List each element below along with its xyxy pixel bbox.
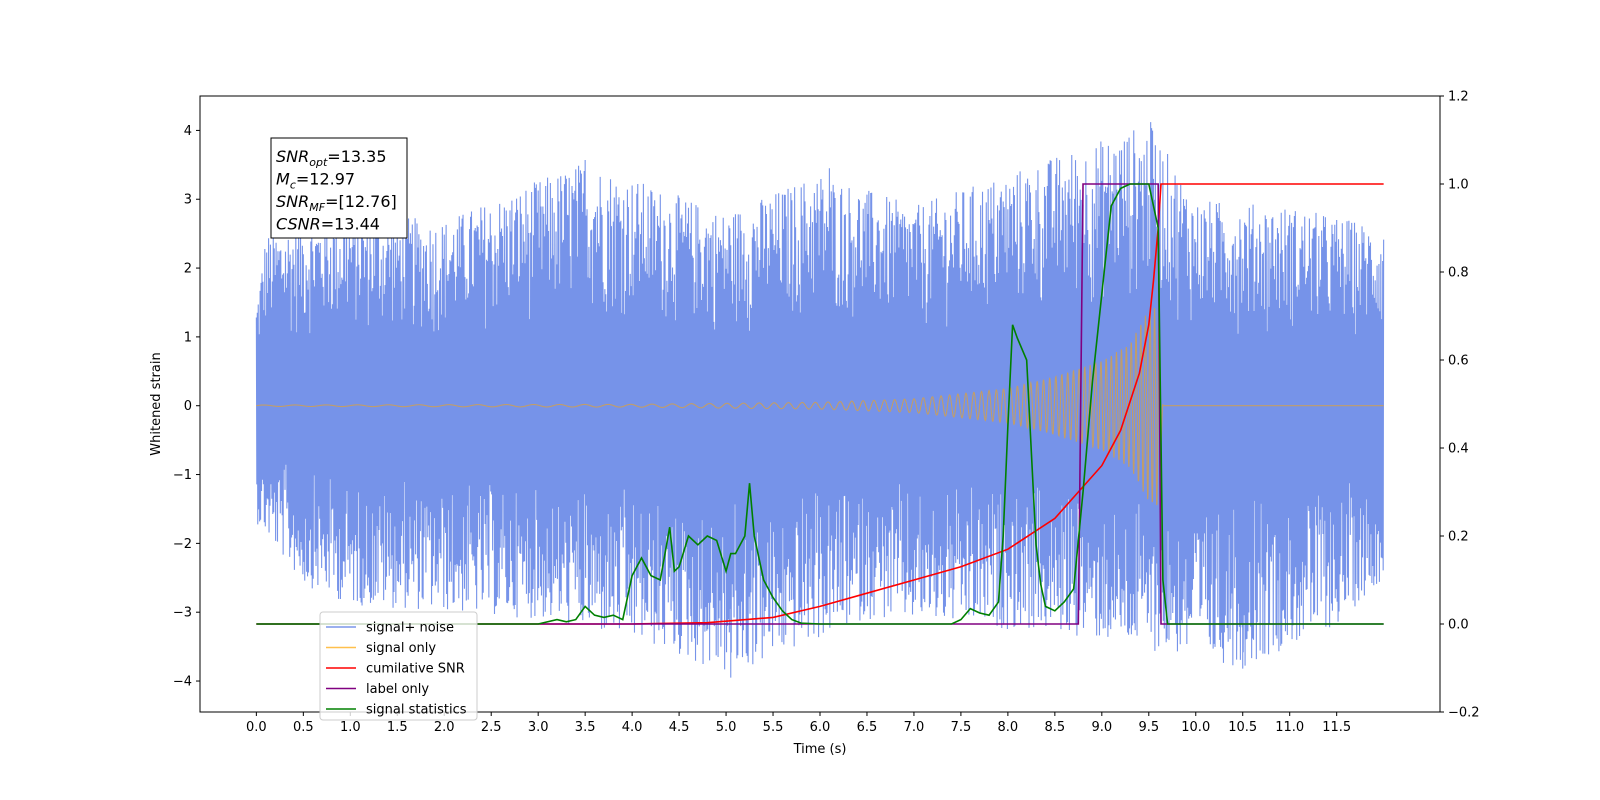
annotation-var: SNR	[276, 147, 309, 166]
x-tick-label: 11.5	[1322, 720, 1351, 735]
annotation-var: M	[276, 170, 290, 189]
legend-label: cumilative SNR	[366, 662, 465, 677]
x-tick-label: 4.0	[622, 720, 643, 735]
x-tick-label: 10.5	[1228, 720, 1257, 735]
y-right-tick-label: 0.2	[1448, 530, 1469, 545]
y-right-tick-label: 0.6	[1448, 354, 1469, 369]
x-axis-label: Time (s)	[793, 742, 847, 757]
x-tick-label: 2.0	[434, 720, 455, 735]
x-tick-label: 6.0	[810, 720, 831, 735]
annotation-frame	[270, 137, 408, 239]
axis-ticks: 0.0 0.5 1.0 1.5 2.0 2.5 3.0 3.5 4.0 4.5 5.0 5.5 6.0 6…	[173, 90, 1480, 736]
annotation-value: =[12.76]	[325, 192, 397, 211]
x-tick-label: 7.0	[904, 720, 925, 735]
plot-area	[255, 122, 1385, 678]
series-signal-noise	[255, 122, 1385, 678]
annotation-value: =12.97	[296, 170, 355, 189]
x-tick-label: 5.0	[716, 720, 737, 735]
x-tick-label: 1.0	[340, 720, 361, 735]
annotation-text: SNRopt=13.35 Mc=12.97 SNRMF=[12.76] CSNR=13…	[276, 147, 397, 234]
y-left-tick-label: 0	[184, 399, 192, 414]
x-tick-label: 6.5	[857, 720, 878, 735]
x-tick-label: 1.5	[387, 720, 408, 735]
annotation-value: =13.44	[321, 215, 380, 234]
y-right-tick-label: 0.0	[1448, 618, 1469, 633]
x-tick-label: 0.0	[246, 720, 267, 735]
y-axis-label: Whitened strain	[149, 352, 164, 455]
annotation-box: SNRopt=13.35 Mc=12.97 SNRMF=[12.76] CSNR=13…	[270, 137, 408, 239]
y-right-tick-label: 1.0	[1448, 178, 1469, 193]
x-tick-label: 8.5	[1045, 720, 1066, 735]
y-left-tick-label: 2	[184, 262, 192, 277]
x-tick-label: 3.0	[528, 720, 549, 735]
y-right-tick-label: 1.2	[1448, 90, 1469, 105]
series-signal-statistics	[256, 183, 1384, 625]
y-left-tick-label: 3	[184, 193, 192, 208]
y-left-tick-label: 1	[184, 330, 192, 345]
x-tick-label: 0.5	[293, 720, 314, 735]
y-left-tick-label: −2	[173, 537, 192, 552]
y-right-tick-label: −0.2	[1448, 706, 1480, 721]
y-left-tick-label: −3	[173, 606, 192, 621]
annotation-value: =13.35	[327, 147, 386, 166]
x-tick-label: 10.0	[1181, 720, 1210, 735]
legend-frame	[319, 611, 478, 721]
annotation-sub: MF	[309, 201, 325, 214]
x-tick-label: 9.5	[1138, 720, 1159, 735]
legend-label: signal statistics	[366, 703, 467, 718]
series-signal-only	[256, 307, 1384, 506]
legend-label: label only	[366, 682, 429, 697]
series-cumulative-snr	[256, 183, 1384, 625]
legend-label: signal only	[366, 641, 436, 656]
y-left-tick-label: −4	[173, 675, 192, 690]
y-left-tick-label: −1	[173, 468, 192, 483]
legend: signal+ noise signal only cumilative SNR la…	[319, 611, 478, 721]
y-right-tick-label: 0.4	[1448, 442, 1469, 457]
legend-label: signal+ noise	[366, 621, 454, 636]
x-tick-label: 7.5	[951, 720, 972, 735]
y-right-tick-label: 0.8	[1448, 266, 1469, 281]
x-tick-label: 8.0	[998, 720, 1019, 735]
annotation-var: SNR	[276, 192, 309, 211]
x-tick-label: 4.5	[669, 720, 690, 735]
y-left-tick-label: 4	[184, 124, 192, 139]
x-tick-label: 2.5	[481, 720, 502, 735]
annotation-sub: opt	[309, 156, 328, 169]
annotation-var: CSNR	[276, 215, 321, 234]
x-tick-label: 5.5	[763, 720, 784, 735]
x-tick-label: 3.5	[575, 720, 596, 735]
annotation-sub: c	[290, 179, 296, 192]
x-tick-label: 11.0	[1275, 720, 1304, 735]
x-tick-label: 9.0	[1091, 720, 1112, 735]
